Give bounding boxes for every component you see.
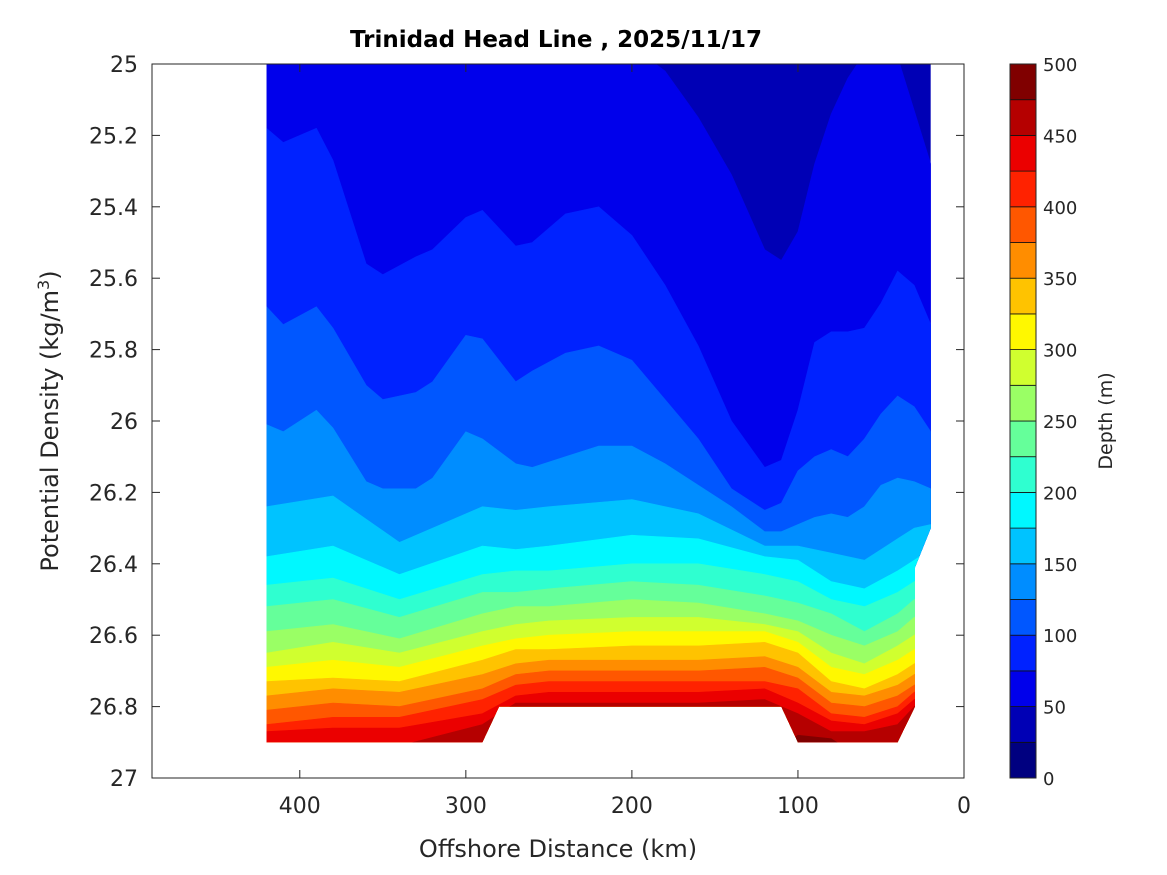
colorbar-swatch-125 (1009, 563, 1037, 600)
colorbar-swatch-375 (1009, 206, 1037, 243)
y-tick-label: 25.8 (89, 339, 138, 364)
colorbar-swatch-450 (1009, 99, 1037, 136)
y-tick-label: 25.4 (89, 196, 138, 221)
y-axis-label: Potential Density (kg/m3) (34, 270, 64, 571)
y-tick-label: 26.2 (89, 481, 138, 506)
y-axis-label-suffix: ) (36, 270, 64, 279)
colorbar-swatch-75 (1009, 634, 1037, 672)
colorbar-tick-label: 500 (1043, 55, 1077, 76)
colorbar-swatch-350 (1009, 242, 1037, 279)
colorbar-swatch-275 (1009, 349, 1037, 386)
colorbar-swatch-0 (1009, 741, 1037, 779)
colorbar-tick-label: 200 (1043, 483, 1077, 504)
y-tick-label: 26 (110, 410, 138, 435)
colorbar-tick-label: 450 (1043, 126, 1077, 147)
y-tick-label: 26.6 (89, 624, 138, 649)
colorbar-swatch-25 (1009, 706, 1037, 743)
colorbar-swatch-50 (1009, 670, 1037, 708)
colorbar-frame (1009, 63, 1037, 779)
y-tick-label: 25 (110, 53, 138, 78)
colorbar-swatch-300 (1009, 313, 1037, 350)
y-axis-label-main: Potential Density (kg/m (36, 290, 64, 572)
colorbar-swatch-100 (1009, 599, 1037, 636)
x-axis-label: Offshore Distance (km) (419, 835, 697, 863)
y-tick-label: 25.2 (89, 124, 138, 149)
y-axis-label-superscript: 3 (34, 280, 53, 290)
colorbar-swatch-425 (1009, 134, 1037, 172)
colorbar-swatch-250 (1009, 384, 1037, 422)
chart-title: Trinidad Head Line , 2025/11/17 (350, 27, 762, 53)
colorbar-swatch-475 (1009, 63, 1037, 101)
y-tick-label: 26.4 (89, 553, 138, 578)
colorbar-swatch-150 (1009, 527, 1037, 565)
y-tick-label: 26.8 (89, 696, 138, 721)
colorbar-tick-label: 300 (1043, 341, 1077, 362)
colorbar-tick-label: 50 (1043, 698, 1066, 719)
colorbar-tick-label: 150 (1043, 555, 1077, 576)
colorbar-swatch-175 (1009, 491, 1037, 529)
colorbar-label: Depth (m) (1095, 372, 1117, 469)
x-tick-label: 0 (957, 794, 971, 819)
x-axis: 400 300 200 100 0 (279, 64, 971, 819)
colorbar-tick-label: 400 (1043, 198, 1077, 219)
colorbar-swatch-225 (1009, 420, 1037, 458)
y-tick-label: 25.6 (89, 267, 138, 292)
contour-fills (266, 64, 931, 743)
colorbar-tick-label: 250 (1043, 412, 1077, 433)
colorbar-tick-label: 0 (1043, 769, 1054, 790)
x-tick-label: 100 (777, 794, 819, 819)
x-tick-label: 400 (279, 794, 321, 819)
x-tick-label: 300 (445, 794, 487, 819)
colorbar-swatch-400 (1009, 170, 1037, 208)
colorbar-tick-label: 350 (1043, 269, 1077, 290)
y-tick-label: 27 (110, 767, 138, 792)
x-tick-label: 200 (611, 794, 653, 819)
colorbar: 0 50 100 150 200 250 300 350 400 450 500 (1009, 55, 1077, 790)
y-axis: 25 25.2 25.4 25.6 25.8 26 26.2 26.4 26.6 26.8 27 (89, 53, 964, 792)
colorbar-swatch-200 (1009, 456, 1037, 493)
colorbar-tick-label: 100 (1043, 626, 1077, 647)
colorbar-swatch-325 (1009, 277, 1037, 315)
